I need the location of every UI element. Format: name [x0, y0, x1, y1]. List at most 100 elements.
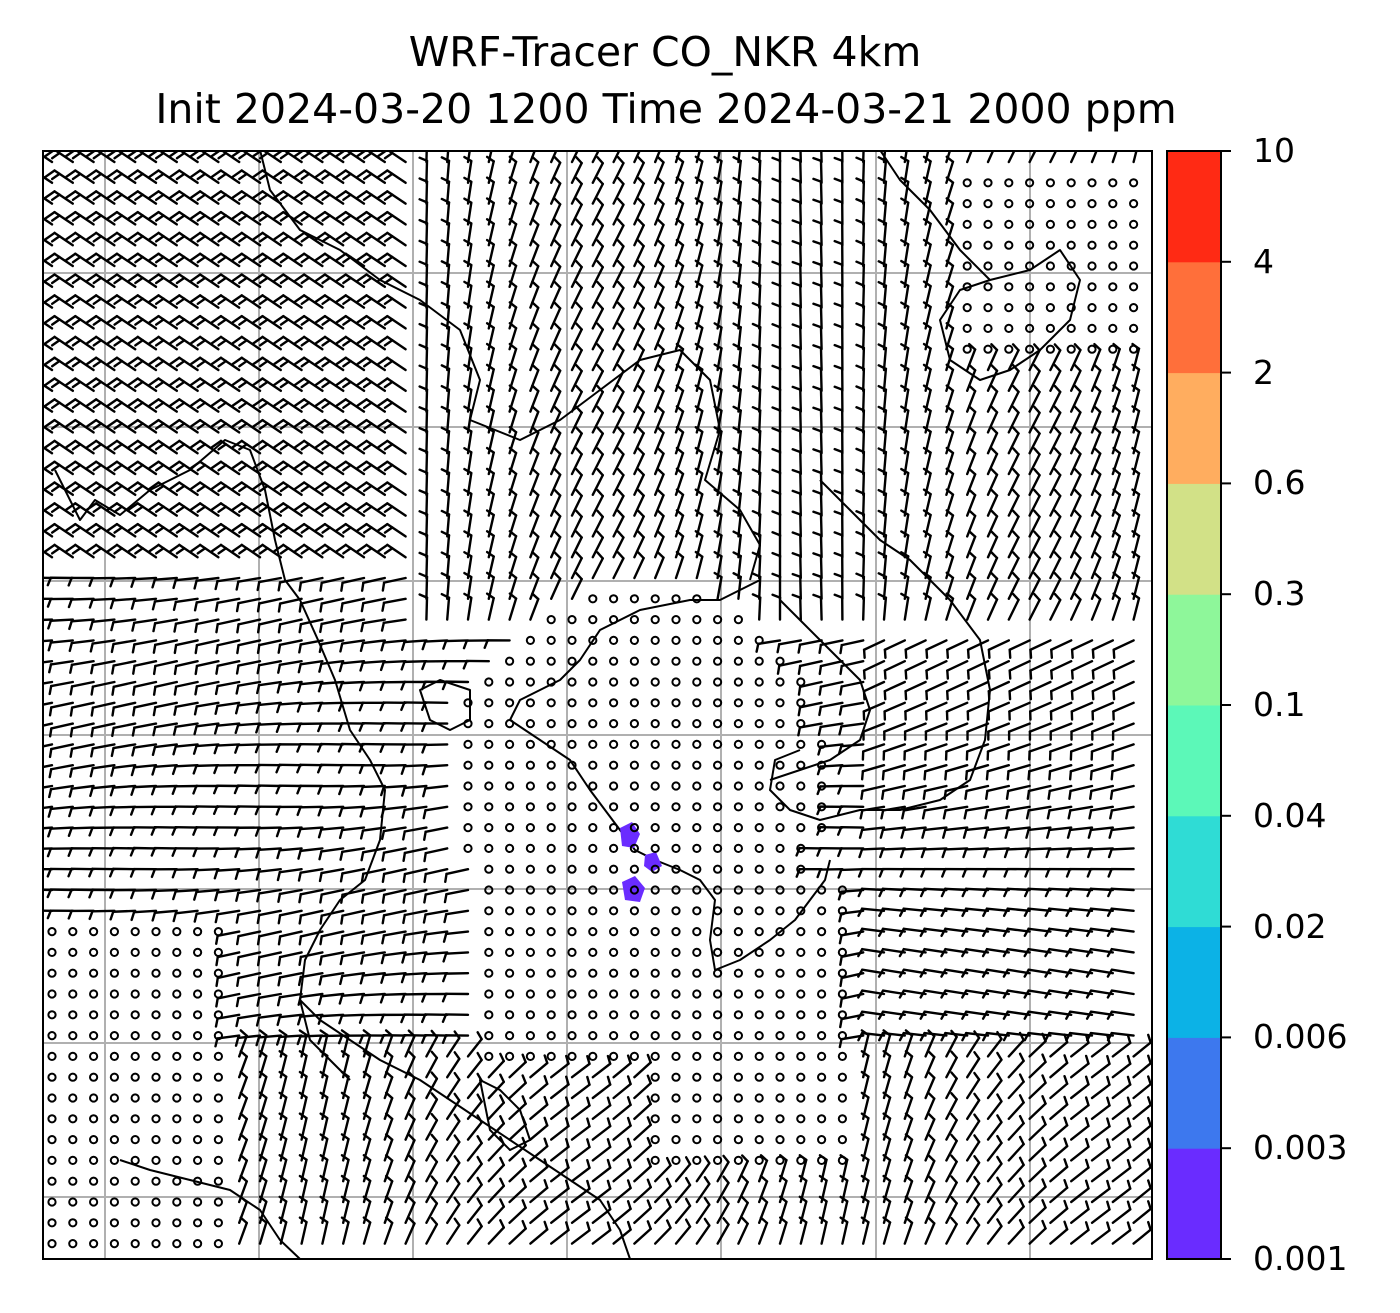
wind-barb — [335, 439, 366, 455]
wind-barb — [418, 593, 429, 621]
wind-barb — [152, 660, 179, 676]
wind-barb — [1003, 847, 1031, 859]
calm-wind-marker — [463, 739, 473, 750]
calm-wind-marker — [692, 1155, 702, 1166]
wind-barb — [833, 219, 844, 247]
wind-barb — [236, 618, 262, 634]
wind-barb — [339, 930, 366, 946]
wind-barb — [855, 593, 866, 621]
wind-barb — [88, 846, 116, 857]
calm-wind-marker — [151, 968, 161, 978]
wind-barb — [256, 992, 282, 1007]
wind-barb — [966, 1134, 981, 1162]
wind-barb — [425, 1196, 439, 1225]
wind-barb — [189, 356, 220, 372]
wind-barb — [633, 176, 645, 205]
wind-barb — [46, 597, 75, 608]
calm-wind-marker — [629, 947, 640, 958]
wind-barb — [335, 502, 366, 517]
wind-barb — [612, 218, 625, 247]
wind-barb — [1132, 1137, 1152, 1162]
wind-barb — [903, 1133, 914, 1162]
wind-barb — [210, 460, 241, 476]
wind-barb — [1086, 887, 1115, 898]
wind-barb — [812, 177, 823, 205]
wind-barb — [293, 460, 324, 476]
calm-wind-marker — [817, 1010, 827, 1020]
calm-wind-marker — [567, 968, 577, 978]
wind-barb — [1090, 467, 1102, 496]
wind-barb — [293, 252, 324, 268]
wind-barb — [404, 1071, 416, 1100]
wind-barb — [236, 639, 262, 655]
wind-barb — [919, 907, 948, 918]
wind-barb — [487, 1198, 505, 1225]
wind-barb — [862, 639, 886, 659]
calm-wind-marker — [796, 1114, 806, 1124]
calm-wind-marker — [796, 823, 806, 833]
wind-barb — [210, 481, 241, 496]
wind-barb — [400, 764, 428, 775]
wind-barb — [877, 405, 888, 434]
wind-barb — [383, 1216, 394, 1245]
wind-barb — [418, 551, 429, 580]
wind-barb — [899, 887, 927, 898]
wind-barb — [339, 951, 366, 966]
calm-wind-marker — [775, 781, 785, 791]
calm-wind-marker — [525, 989, 536, 999]
calm-wind-marker — [671, 1155, 681, 1166]
wind-barb — [44, 335, 75, 351]
wind-barb — [189, 231, 220, 247]
wind-barb — [377, 543, 407, 559]
wind-barb — [340, 576, 366, 592]
wind-barb — [1007, 467, 1020, 496]
calm-wind-marker — [817, 739, 827, 750]
wind-barb — [1049, 426, 1062, 455]
wind-barb — [1028, 572, 1041, 600]
calm-wind-marker — [484, 1051, 494, 1062]
calm-wind-marker — [962, 178, 972, 188]
wind-barb — [1111, 151, 1118, 164]
calm-wind-marker — [609, 594, 619, 604]
wind-barb — [1049, 1220, 1069, 1245]
calm-wind-marker — [713, 1072, 723, 1082]
calm-wind-marker — [505, 823, 515, 833]
calm-wind-marker — [1108, 344, 1118, 354]
wind-barb — [273, 398, 303, 413]
wind-barb — [550, 1117, 570, 1141]
wind-barb — [1046, 805, 1073, 820]
wind-barb — [737, 1175, 749, 1204]
calm-wind-marker — [505, 802, 515, 812]
wind-barb — [148, 210, 179, 226]
calm-wind-marker — [609, 781, 619, 791]
wind-barb — [422, 909, 449, 924]
wind-barb — [400, 680, 428, 691]
wind-barb — [381, 888, 407, 904]
wind-barb — [422, 784, 449, 798]
wind-barb — [402, 847, 428, 863]
wind-barb — [277, 618, 303, 634]
wind-barb — [443, 909, 470, 924]
wind-barb — [256, 930, 282, 946]
calm-wind-marker — [733, 698, 744, 708]
wind-barb — [404, 1216, 416, 1245]
wind-barb — [591, 426, 604, 455]
calm-wind-marker — [47, 1010, 57, 1020]
calm-wind-marker — [713, 1051, 723, 1062]
calm-wind-marker — [588, 1051, 598, 1062]
calm-wind-marker — [463, 823, 473, 833]
wind-barb — [296, 1034, 324, 1046]
calm-wind-marker — [713, 677, 723, 687]
calm-wind-marker — [1066, 323, 1076, 333]
calm-wind-marker — [754, 906, 764, 916]
wind-barb — [335, 335, 366, 351]
wind-barb — [633, 151, 641, 164]
wind-barb — [231, 377, 262, 392]
wind-barb — [235, 992, 262, 1008]
calm-wind-marker — [588, 739, 598, 750]
wind-barb — [65, 190, 95, 205]
wind-barb — [169, 418, 199, 434]
wind-barb — [148, 418, 179, 434]
wind-barb — [487, 1115, 505, 1141]
wind-barb — [1090, 1200, 1111, 1225]
